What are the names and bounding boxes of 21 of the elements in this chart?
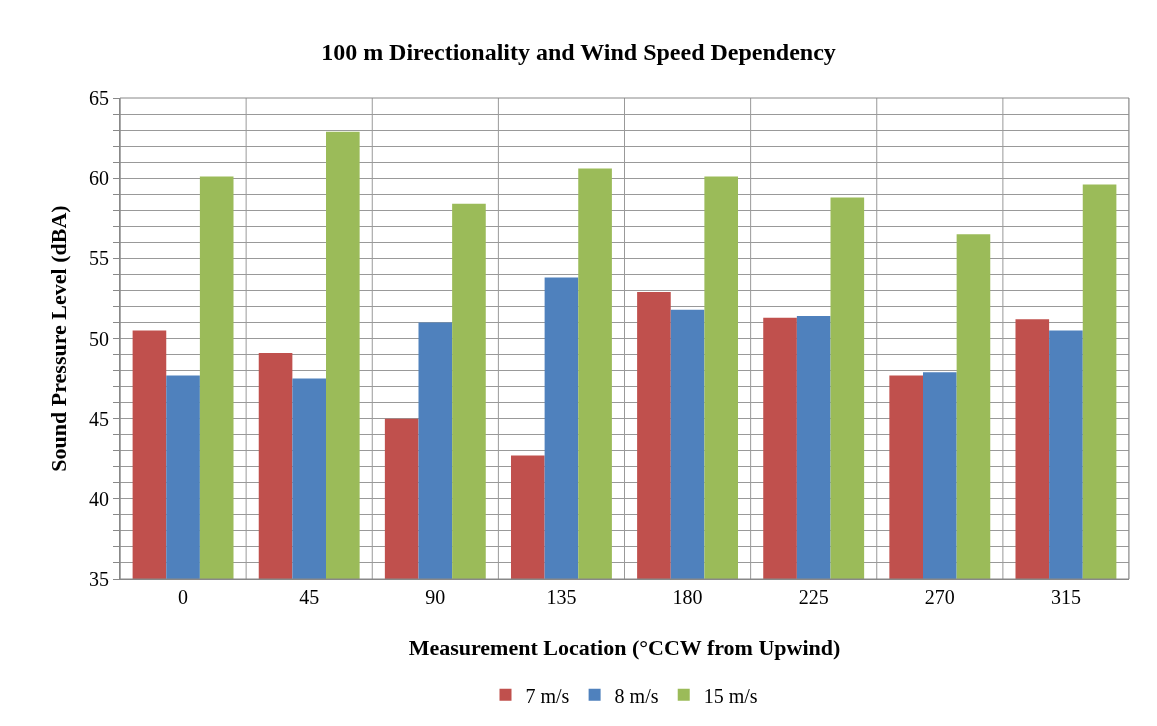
y-axis-title: Sound Pressure Level (dBA): [46, 205, 71, 472]
y-tick-label: 45: [89, 407, 109, 430]
y-tick-label: 55: [89, 247, 109, 270]
x-tick-label: 0: [178, 586, 189, 608]
y-tick-label: 40: [89, 487, 109, 510]
legend-label: 7 m/s: [525, 684, 570, 707]
x-tick-label: 315: [1050, 586, 1081, 608]
x-tick-label: 225: [798, 586, 829, 608]
x-axis-title: Measurement Location (°CCW from Upwind): [408, 635, 841, 660]
y-tick-label: 60: [89, 167, 109, 190]
y-tick-label: 35: [89, 568, 109, 590]
y-tick-label: 50: [89, 327, 109, 350]
x-tick-label: 180: [672, 586, 703, 608]
y-tick-label: 65: [89, 87, 109, 109]
x-tick-label: 270: [924, 586, 955, 608]
x-tick-label: 45: [299, 586, 320, 608]
x-tick-label: 90: [425, 586, 446, 608]
chart-title: 100 m Directionality and Wind Speed Dependency: [321, 39, 836, 66]
legend-label: 8 m/s: [614, 684, 659, 707]
legend-label: 15 m/s: [703, 684, 758, 707]
x-tick-label: 135: [546, 586, 577, 608]
